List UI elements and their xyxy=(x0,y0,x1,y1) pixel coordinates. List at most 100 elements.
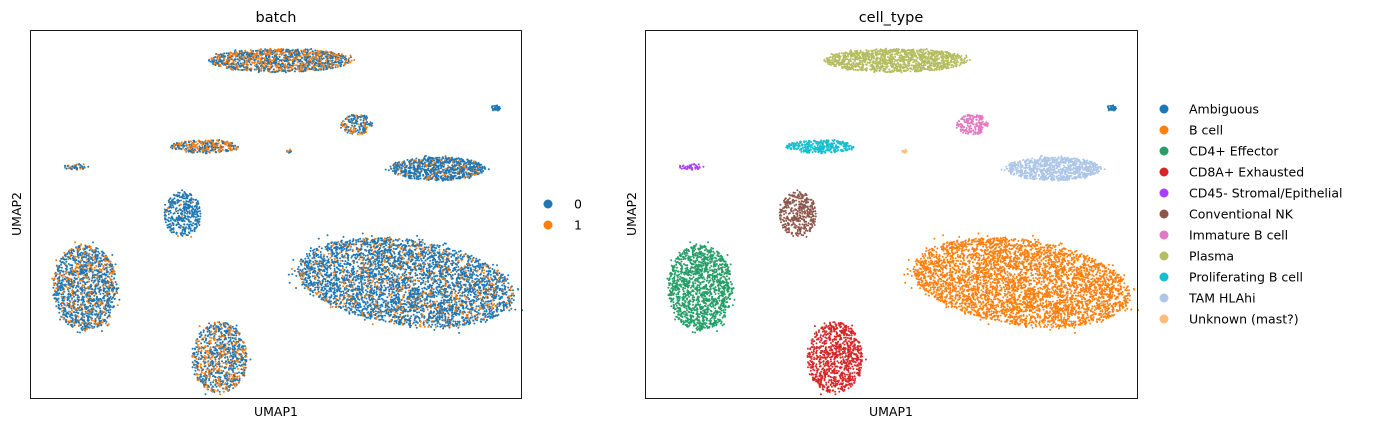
data-point xyxy=(209,381,212,384)
data-point xyxy=(216,365,218,368)
data-point xyxy=(426,285,429,288)
data-point xyxy=(171,204,174,207)
data-point xyxy=(191,229,194,232)
data-point xyxy=(62,283,64,286)
data-point xyxy=(334,258,336,260)
data-point xyxy=(385,254,388,257)
data-point xyxy=(491,268,494,270)
data-point xyxy=(62,270,65,273)
data-point xyxy=(442,319,445,322)
data-point xyxy=(435,274,438,277)
data-point xyxy=(387,246,390,248)
data-point xyxy=(308,48,311,51)
data-point xyxy=(232,363,235,365)
data-point xyxy=(204,377,207,379)
data-point xyxy=(450,288,453,291)
data-point xyxy=(374,298,377,301)
data-point xyxy=(191,205,194,208)
data-point xyxy=(80,307,83,310)
data-point xyxy=(388,288,391,291)
data-point xyxy=(93,258,96,261)
data-point xyxy=(445,307,448,310)
data-point xyxy=(218,347,221,350)
data-point xyxy=(427,246,430,249)
data-point xyxy=(471,281,474,283)
data-point xyxy=(402,267,405,270)
data-point xyxy=(468,177,471,180)
data-point xyxy=(507,286,510,289)
data-point xyxy=(352,249,355,252)
data-point xyxy=(466,294,469,296)
data-point xyxy=(92,270,95,273)
data-point xyxy=(377,273,380,276)
data-point xyxy=(339,259,342,262)
data-point xyxy=(288,281,291,284)
data-point xyxy=(475,307,478,310)
data-point xyxy=(236,345,239,348)
data-point xyxy=(341,259,344,262)
data-point xyxy=(416,234,419,237)
data-point xyxy=(315,281,317,284)
data-point xyxy=(300,277,302,280)
data-point xyxy=(497,277,500,280)
data-point xyxy=(214,360,217,363)
data-point xyxy=(324,280,327,283)
data-point xyxy=(264,48,267,51)
data-point xyxy=(431,305,434,307)
data-point xyxy=(86,319,89,322)
data-point xyxy=(441,156,444,159)
data-point xyxy=(363,301,366,304)
data-point xyxy=(51,277,54,280)
data-point xyxy=(216,376,219,379)
data-point xyxy=(52,294,55,297)
data-point xyxy=(287,273,290,276)
data-point xyxy=(198,356,200,359)
data-point xyxy=(438,156,441,159)
data-point xyxy=(199,212,202,215)
data-point xyxy=(196,343,199,346)
data-point xyxy=(455,251,458,254)
data-point xyxy=(346,240,349,243)
data-point xyxy=(408,275,411,278)
data-point xyxy=(453,292,456,295)
data-point xyxy=(488,312,491,315)
data-point xyxy=(476,289,479,292)
data-point xyxy=(216,389,219,392)
data-point xyxy=(236,365,238,368)
data-point xyxy=(395,316,398,319)
data-point xyxy=(87,297,90,300)
data-point xyxy=(459,249,462,252)
data-point xyxy=(366,254,369,257)
data-point xyxy=(212,379,215,382)
data-point xyxy=(198,224,201,226)
data-point xyxy=(397,273,400,276)
data-point xyxy=(346,307,349,309)
data-point xyxy=(468,319,471,322)
data-point xyxy=(66,288,69,291)
data-point xyxy=(345,287,348,290)
data-point xyxy=(238,56,241,59)
data-point xyxy=(495,293,498,296)
data-point xyxy=(366,306,369,309)
data-point xyxy=(169,211,172,214)
data-point xyxy=(422,298,425,301)
data-point xyxy=(226,356,229,358)
data-point xyxy=(367,256,370,259)
data-point xyxy=(353,276,356,279)
data-point xyxy=(92,304,94,307)
data-point xyxy=(445,172,448,175)
data-point xyxy=(416,311,418,314)
data-point xyxy=(291,273,294,276)
data-point xyxy=(421,165,424,168)
data-point xyxy=(189,140,192,143)
data-point xyxy=(480,264,483,267)
data-point xyxy=(356,261,359,264)
data-point xyxy=(408,256,411,259)
data-point xyxy=(88,323,91,326)
data-point xyxy=(354,313,356,315)
data-point xyxy=(356,270,359,273)
data-point xyxy=(351,255,353,258)
data-point xyxy=(78,296,81,299)
data-point xyxy=(60,263,62,266)
data-point xyxy=(239,348,242,351)
